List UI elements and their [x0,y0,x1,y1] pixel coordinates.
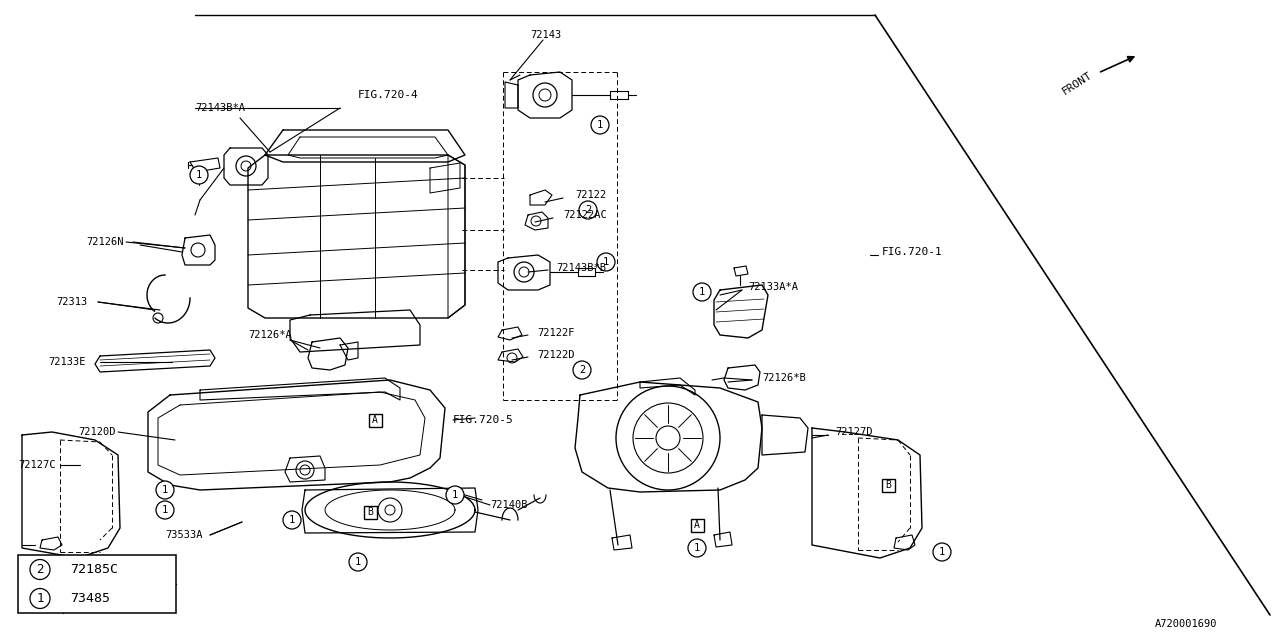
Text: 72122AC: 72122AC [563,210,607,220]
Circle shape [591,116,609,134]
Text: 1: 1 [289,515,296,525]
Text: 1: 1 [452,490,458,500]
Text: 72185C: 72185C [70,563,118,576]
Text: 72122F: 72122F [538,328,575,338]
Text: A: A [372,415,378,425]
Text: 2: 2 [585,205,591,215]
Text: 72143B*A: 72143B*A [195,103,244,113]
Circle shape [29,589,50,609]
Text: 72143B*B: 72143B*B [556,263,605,273]
Text: 72127D: 72127D [835,427,873,437]
Text: 72126*A: 72126*A [248,330,292,340]
Circle shape [29,559,50,579]
Circle shape [349,553,367,571]
Circle shape [445,486,465,504]
Bar [369,413,381,426]
Circle shape [283,511,301,529]
Circle shape [579,201,596,219]
Circle shape [189,166,207,184]
Text: FRONT: FRONT [1060,70,1093,97]
Text: 72133E: 72133E [49,357,86,367]
Text: 1: 1 [603,257,609,267]
Bar [18,555,177,613]
Text: 72126*B: 72126*B [762,373,805,383]
Circle shape [156,501,174,519]
Text: B: B [884,480,891,490]
Text: 1: 1 [161,505,168,515]
Text: FIG.720-1: FIG.720-1 [882,247,943,257]
Text: 1: 1 [355,557,361,567]
Circle shape [689,539,707,557]
Text: 72313: 72313 [56,297,87,307]
Text: 72143: 72143 [530,30,561,40]
Text: A720001690: A720001690 [1155,619,1217,629]
Text: 72133A*A: 72133A*A [748,282,797,292]
Bar [882,479,895,492]
Circle shape [573,361,591,379]
Text: 72122: 72122 [575,190,607,200]
Text: 1: 1 [596,120,603,130]
Text: 1: 1 [36,592,44,605]
Text: 1: 1 [699,287,705,297]
Text: 73485: 73485 [70,592,110,605]
Bar [364,506,376,518]
Text: 2: 2 [579,365,585,375]
Circle shape [692,283,710,301]
Circle shape [596,253,614,271]
Text: 1: 1 [694,543,700,553]
Text: 72127C: 72127C [18,460,55,470]
Text: 73533A: 73533A [165,530,202,540]
Text: 72120D: 72120D [78,427,115,437]
Text: FIG.720-5: FIG.720-5 [453,415,513,425]
Circle shape [156,481,174,499]
Text: 1: 1 [161,485,168,495]
Text: 2: 2 [36,563,44,576]
Bar [690,518,704,531]
Text: A: A [694,520,700,530]
Text: 1: 1 [196,170,202,180]
Text: 72122D: 72122D [538,350,575,360]
Circle shape [933,543,951,561]
Text: 72126N: 72126N [86,237,123,247]
Text: 72140B: 72140B [490,500,527,510]
Text: B: B [367,507,372,517]
Text: FIG.720-4: FIG.720-4 [358,90,419,100]
Text: 1: 1 [938,547,945,557]
